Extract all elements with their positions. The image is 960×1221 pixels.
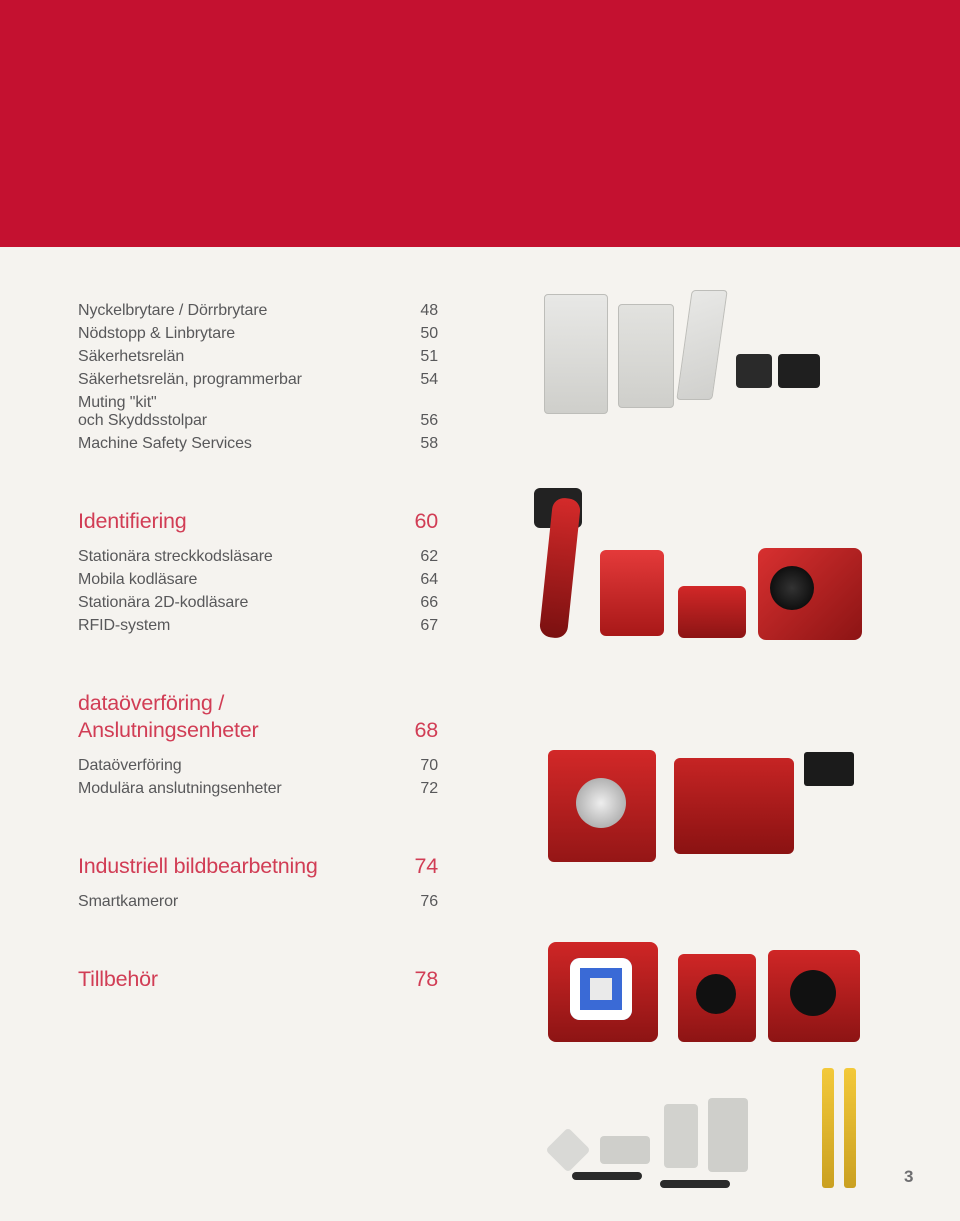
toc-item: Stationära streckkodsläsare 62 bbox=[78, 548, 438, 566]
page-number: 3 bbox=[904, 1167, 914, 1187]
product-image bbox=[822, 1068, 834, 1188]
toc-item-label: Stationära streckkodsläsare bbox=[78, 548, 273, 566]
toc-section-identifiering: Identifiering 60 bbox=[78, 509, 438, 534]
toc-item-label: Smartkameror bbox=[78, 893, 178, 911]
product-image bbox=[678, 954, 756, 1042]
toc-section-title: Tillbehör bbox=[78, 967, 158, 992]
product-image bbox=[708, 1098, 748, 1172]
toc-section-page: 68 bbox=[398, 718, 438, 743]
toc-item-page: 70 bbox=[398, 757, 438, 775]
toc-item-page: 58 bbox=[398, 435, 438, 453]
product-image bbox=[660, 1180, 730, 1188]
product-image bbox=[600, 1136, 650, 1164]
catalog-page: Nyckelbrytare / Dörrbrytare 48 Nödstopp … bbox=[0, 0, 960, 1221]
toc-item-label: Machine Safety Services bbox=[78, 435, 252, 453]
toc-item: Mobila kodläsare 64 bbox=[78, 571, 438, 589]
toc-section-dataoverforing: dataöverföring / Anslutningsenheter 68 bbox=[78, 691, 438, 743]
product-group-safety bbox=[544, 284, 844, 424]
toc-item-page: 64 bbox=[398, 571, 438, 589]
toc-item: Säkerhetsrelän, programmerbar 54 bbox=[78, 371, 438, 389]
toc-section-bildbearbetning: Industriell bildbearbetning 74 bbox=[78, 854, 438, 879]
toc-item: Stationära 2D-kodläsare 66 bbox=[78, 594, 438, 612]
product-image bbox=[548, 942, 658, 1042]
toc-item-page: 56 bbox=[398, 412, 438, 430]
toc-item-label: Nödstopp & Linbrytare bbox=[78, 325, 235, 343]
table-of-contents: Nyckelbrytare / Dörrbrytare 48 Nödstopp … bbox=[78, 300, 438, 1004]
toc-item: RFID-system 67 bbox=[78, 617, 438, 635]
product-image bbox=[572, 1172, 642, 1180]
toc-section-page: 74 bbox=[398, 854, 438, 879]
header-banner bbox=[0, 0, 960, 247]
toc-item-label: Muting "kit" bbox=[78, 394, 157, 412]
product-image bbox=[548, 750, 656, 862]
product-image bbox=[618, 304, 674, 408]
product-image bbox=[736, 354, 772, 388]
toc-item-page: 51 bbox=[398, 348, 438, 366]
toc-item-page: 72 bbox=[398, 780, 438, 798]
toc-item-page: 76 bbox=[398, 893, 438, 911]
toc-item-label: Mobila kodläsare bbox=[78, 571, 197, 589]
toc-item: Nyckelbrytare / Dörrbrytare 48 bbox=[78, 302, 438, 320]
product-image bbox=[664, 1104, 698, 1168]
product-image bbox=[768, 950, 860, 1042]
toc-item-label: Stationära 2D-kodläsare bbox=[78, 594, 248, 612]
toc-section-page: 60 bbox=[398, 509, 438, 534]
product-group-identification bbox=[546, 494, 876, 664]
toc-section-tillbehor: Tillbehör 78 bbox=[78, 967, 438, 992]
toc-block-dataoverforing: Dataöverföring 70 Modulära anslutningsen… bbox=[78, 755, 438, 798]
toc-item-label: Modulära anslutningsenheter bbox=[78, 780, 282, 798]
toc-item-label: Nyckelbrytare / Dörrbrytare bbox=[78, 302, 267, 320]
toc-item-page: 54 bbox=[398, 371, 438, 389]
toc-item-page: 66 bbox=[398, 594, 438, 612]
toc-block-bildbearbetning: Smartkameror 76 bbox=[78, 891, 438, 911]
product-image bbox=[844, 1068, 856, 1188]
toc-item: Modulära anslutningsenheter 72 bbox=[78, 780, 438, 798]
toc-item-page: 50 bbox=[398, 325, 438, 343]
toc-section-title-line1: dataöverföring / bbox=[78, 691, 224, 716]
toc-section-page: 78 bbox=[398, 967, 438, 992]
toc-item: Smartkameror 76 bbox=[78, 893, 438, 911]
toc-item-label: Säkerhetsrelän, programmerbar bbox=[78, 371, 302, 389]
toc-section-title: Identifiering bbox=[78, 509, 187, 534]
product-image bbox=[674, 758, 794, 854]
toc-item-page: 48 bbox=[398, 302, 438, 320]
toc-item-page: 62 bbox=[398, 548, 438, 566]
product-image bbox=[678, 586, 746, 638]
product-image bbox=[758, 548, 862, 640]
toc-block-continuation: Nyckelbrytare / Dörrbrytare 48 Nödstopp … bbox=[78, 300, 438, 453]
toc-item: Nödstopp & Linbrytare 50 bbox=[78, 325, 438, 343]
product-image bbox=[544, 294, 608, 414]
toc-item-page: 67 bbox=[398, 617, 438, 635]
toc-item: och Skyddsstolpar 56 bbox=[78, 412, 438, 430]
product-image bbox=[676, 290, 727, 400]
toc-item-label: och Skyddsstolpar bbox=[78, 412, 207, 430]
toc-section-title-line2: Anslutningsenheter bbox=[78, 718, 258, 743]
toc-item: Machine Safety Services 58 bbox=[78, 435, 438, 453]
product-image bbox=[778, 354, 820, 388]
product-group-datatransfer bbox=[548, 732, 878, 882]
toc-section-title: Industriell bildbearbetning bbox=[78, 854, 318, 879]
toc-block-identifiering: Stationära streckkodsläsare 62 Mobila ko… bbox=[78, 546, 438, 635]
toc-item: Muting "kit" bbox=[78, 394, 438, 412]
product-group-accessories bbox=[548, 1074, 888, 1194]
toc-item: Säkerhetsrelän 51 bbox=[78, 348, 438, 366]
product-group-vision bbox=[548, 932, 868, 1072]
toc-item-label: Säkerhetsrelän bbox=[78, 348, 184, 366]
product-image bbox=[600, 550, 664, 636]
toc-item-label: Dataöverföring bbox=[78, 757, 182, 775]
product-image bbox=[545, 1127, 590, 1172]
toc-item-label: RFID-system bbox=[78, 617, 170, 635]
toc-item: Dataöverföring 70 bbox=[78, 757, 438, 775]
product-image bbox=[804, 752, 854, 786]
